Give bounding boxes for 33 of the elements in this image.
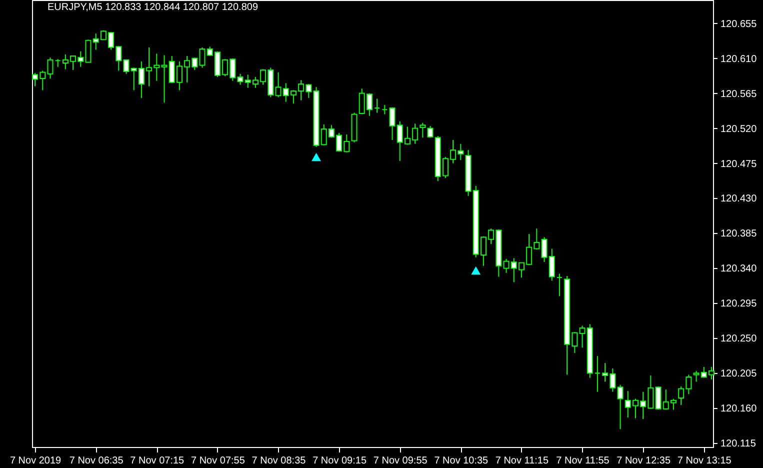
y-tick-label: 120.160 bbox=[720, 404, 758, 415]
y-tick-label: 120.565 bbox=[720, 88, 758, 100]
y-tick-label: 120.610 bbox=[720, 54, 758, 65]
x-tick-label: 7 Nov 07:15 bbox=[130, 456, 185, 466]
x-tick-label: 7 Nov 12:35 bbox=[616, 456, 671, 466]
y-tick-label: 120.295 bbox=[720, 298, 758, 310]
y-tick-label: 120.520 bbox=[720, 124, 758, 135]
y-tick-label: 120.475 bbox=[720, 158, 758, 170]
x-tick-label: 7 Nov 09:15 bbox=[312, 456, 367, 466]
x-tick-label: 7 Nov 10:35 bbox=[434, 456, 489, 466]
x-tick-label: 7 Nov 2019 bbox=[10, 456, 62, 466]
chart-title: EURJPY,M5 120.833 120.844 120.807 120.809 bbox=[47, 2, 258, 13]
x-tick-label: 7 Nov 11:55 bbox=[556, 456, 610, 466]
candlestick bbox=[374, 98, 380, 114]
y-tick-label: 120.430 bbox=[720, 194, 758, 205]
x-tick-label: 7 Nov 07:55 bbox=[190, 456, 246, 466]
y-tick-label: 120.340 bbox=[720, 264, 758, 275]
candlestick bbox=[420, 122, 426, 138]
x-tick-label: 7 Nov 09:55 bbox=[373, 456, 428, 466]
y-tick-label: 120.205 bbox=[720, 368, 758, 380]
y-tick-label: 120.655 bbox=[720, 18, 758, 30]
candlestick bbox=[382, 104, 388, 115]
candlestick bbox=[556, 273, 562, 297]
candlestick bbox=[594, 356, 600, 392]
y-tick-label: 120.250 bbox=[720, 334, 758, 345]
y-tick-label: 120.115 bbox=[720, 438, 756, 450]
candlestick bbox=[54, 58, 61, 68]
x-tick-label: 7 Nov 06:35 bbox=[69, 456, 124, 466]
y-tick-label: 120.385 bbox=[720, 228, 758, 240]
x-tick-label: 7 Nov 08:35 bbox=[252, 456, 306, 466]
x-tick-label: 7 Nov 11:15 bbox=[495, 456, 549, 466]
x-tick-label: 7 Nov 13:15 bbox=[677, 456, 732, 466]
candlestick bbox=[617, 384, 624, 430]
